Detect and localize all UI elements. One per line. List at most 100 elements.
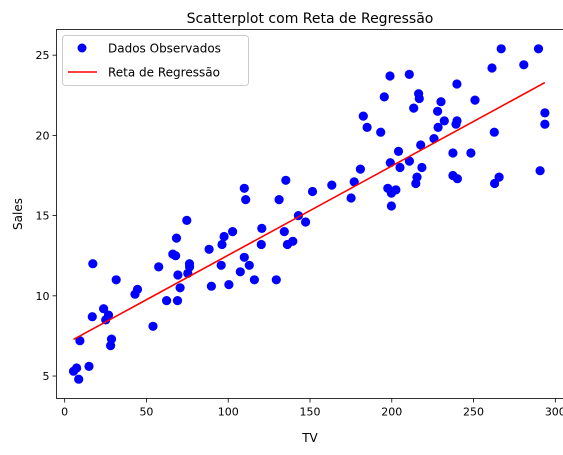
data-point bbox=[175, 283, 185, 293]
data-point bbox=[386, 201, 396, 211]
data-point bbox=[106, 334, 117, 344]
data-point bbox=[206, 281, 216, 291]
data-point bbox=[433, 122, 443, 132]
data-point bbox=[490, 178, 500, 189]
data-point bbox=[274, 195, 284, 205]
data-point bbox=[216, 260, 226, 270]
data-point bbox=[72, 363, 82, 373]
y-tick-label: 15 bbox=[36, 210, 50, 223]
data-point bbox=[346, 193, 356, 203]
data-point bbox=[288, 236, 298, 246]
data-point bbox=[327, 180, 337, 190]
data-point bbox=[362, 122, 372, 132]
data-point bbox=[535, 166, 545, 176]
plot-frame bbox=[56, 29, 563, 399]
data-point bbox=[132, 284, 143, 294]
data-point bbox=[414, 93, 424, 104]
x-tick-label: 50 bbox=[139, 406, 153, 419]
data-point bbox=[379, 92, 389, 102]
data-point bbox=[466, 148, 476, 158]
legend-label-regression: Reta de Regressão bbox=[108, 66, 220, 80]
regression-line bbox=[73, 81, 546, 341]
x-tick-label: 250 bbox=[463, 406, 484, 419]
x-tick-label: 200 bbox=[381, 406, 402, 419]
data-point bbox=[416, 140, 426, 150]
data-point bbox=[162, 296, 172, 306]
data-point bbox=[355, 164, 365, 174]
data-points bbox=[68, 44, 550, 384]
y-axis-label: Sales bbox=[11, 198, 25, 230]
data-point bbox=[219, 231, 229, 242]
x-tick-label: 300 bbox=[545, 406, 563, 419]
legend: Dados Observados Reta de Regressão bbox=[62, 35, 249, 86]
data-point bbox=[540, 119, 550, 129]
data-point bbox=[241, 195, 251, 205]
data-point bbox=[171, 251, 181, 261]
data-point bbox=[84, 361, 94, 371]
data-point bbox=[494, 172, 504, 182]
data-point bbox=[185, 262, 195, 272]
data-point bbox=[452, 174, 462, 184]
data-point bbox=[404, 156, 414, 166]
data-point bbox=[99, 304, 109, 314]
regression-line-path bbox=[73, 81, 546, 341]
data-point bbox=[395, 162, 405, 173]
y-tick-label: 5 bbox=[43, 370, 50, 383]
data-point bbox=[228, 227, 238, 237]
data-point bbox=[103, 310, 114, 320]
data-point bbox=[452, 116, 462, 126]
data-point bbox=[391, 185, 401, 195]
data-point bbox=[540, 108, 550, 118]
y-tick-label: 20 bbox=[36, 129, 50, 142]
data-point bbox=[88, 259, 98, 269]
data-point bbox=[154, 262, 164, 272]
data-point bbox=[433, 106, 443, 116]
data-point bbox=[171, 233, 182, 243]
data-point bbox=[224, 280, 234, 290]
data-point bbox=[452, 79, 462, 89]
data-point bbox=[496, 44, 506, 54]
data-point bbox=[281, 175, 291, 185]
x-tick-label: 100 bbox=[218, 406, 239, 419]
data-point bbox=[412, 172, 422, 182]
data-point bbox=[239, 252, 249, 262]
data-point bbox=[385, 71, 395, 81]
data-point bbox=[533, 44, 544, 54]
x-axis-label: TV bbox=[301, 431, 318, 445]
axis-ticks: 0 50 100 150 200 250 300 5 10 15 20 25 bbox=[36, 49, 563, 418]
y-tick-label: 25 bbox=[36, 49, 50, 62]
y-tick-label: 10 bbox=[36, 290, 50, 303]
x-tick-label: 0 bbox=[61, 406, 68, 419]
data-point bbox=[173, 270, 183, 280]
legend-box bbox=[62, 35, 249, 86]
data-point bbox=[439, 116, 449, 126]
data-point bbox=[172, 296, 183, 306]
data-point bbox=[244, 260, 254, 270]
data-point bbox=[74, 374, 84, 384]
data-point bbox=[239, 183, 249, 193]
data-point bbox=[279, 227, 289, 237]
data-point bbox=[182, 215, 192, 225]
data-point bbox=[111, 275, 121, 285]
data-point bbox=[148, 321, 158, 331]
data-point bbox=[301, 217, 311, 227]
data-point bbox=[235, 267, 245, 277]
data-point bbox=[448, 148, 458, 158]
legend-label-observed: Dados Observados bbox=[108, 42, 221, 56]
data-point bbox=[204, 244, 214, 254]
legend-marker-observed bbox=[77, 43, 87, 53]
data-point bbox=[376, 127, 386, 137]
data-point bbox=[217, 239, 227, 250]
data-point bbox=[358, 111, 368, 121]
data-point bbox=[487, 63, 497, 73]
x-tick-label: 150 bbox=[300, 406, 321, 419]
data-point bbox=[257, 223, 267, 233]
data-point bbox=[271, 275, 281, 285]
data-point bbox=[307, 186, 318, 197]
data-point bbox=[436, 97, 446, 107]
data-point bbox=[417, 162, 427, 173]
data-point bbox=[404, 69, 414, 79]
data-point bbox=[349, 177, 359, 187]
data-point bbox=[409, 103, 419, 113]
